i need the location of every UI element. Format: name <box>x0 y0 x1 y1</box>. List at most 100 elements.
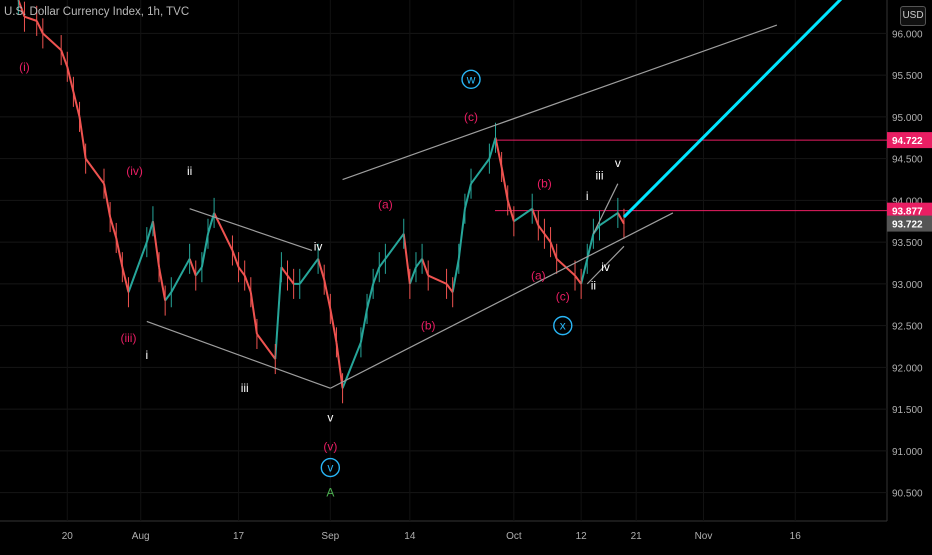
diagonal-lower-left <box>146 320 331 389</box>
price-segment <box>408 266 417 285</box>
diagonal-upper-left <box>189 208 313 252</box>
price-segment <box>463 183 472 209</box>
y-tick-label: 93.500 <box>892 238 923 249</box>
wave-label: (a) <box>531 269 546 283</box>
chart-title: U.S. Dollar Currency Index, 1h, TVC <box>4 6 190 18</box>
y-tick-label: 92.500 <box>892 322 923 333</box>
wave-label: i <box>586 189 589 203</box>
projection-line <box>622 0 843 219</box>
price-segment <box>616 212 625 225</box>
price-segment <box>109 216 118 239</box>
wave-label: x <box>560 319 566 333</box>
price-segment <box>317 258 326 280</box>
y-tick-label: 95.500 <box>892 71 923 82</box>
wave-label-circle <box>553 315 573 336</box>
y-tick-label: 94.000 <box>892 196 923 207</box>
price-segment <box>298 258 319 285</box>
wave-label-circle <box>461 69 481 90</box>
wave-label: (b) <box>537 177 552 191</box>
price-segment <box>451 258 460 293</box>
price-segment <box>78 116 87 159</box>
channel-upper <box>342 24 778 181</box>
price-segment <box>494 137 503 168</box>
price-segment <box>72 91 81 118</box>
price-segment <box>580 258 589 285</box>
price-segment <box>231 250 240 268</box>
price-segment <box>402 233 411 284</box>
price-segment <box>213 212 234 251</box>
price-segment <box>84 158 105 185</box>
wave-label: (iv) <box>126 164 143 178</box>
wave-label: iii <box>241 381 249 395</box>
price-segment <box>121 266 130 293</box>
wave-label: iii <box>595 168 603 182</box>
price-segment <box>323 279 332 310</box>
x-tick-label: Aug <box>132 531 150 542</box>
wave-label: (v) <box>323 440 337 454</box>
price-segment <box>151 221 161 268</box>
price-segment <box>164 291 173 302</box>
price-segment <box>549 241 558 260</box>
x-tick-label: 21 <box>631 531 643 542</box>
price-segment <box>60 49 69 68</box>
price-segment <box>359 308 369 343</box>
price-segment <box>188 258 197 276</box>
price-segment <box>200 233 209 268</box>
price-tag-box <box>887 202 932 219</box>
price-segment <box>35 20 44 34</box>
x-tick-label: 17 <box>233 531 245 542</box>
price-segment <box>531 208 540 226</box>
price-segment <box>256 333 277 360</box>
currency-button[interactable]: USD <box>900 6 926 26</box>
y-tick-label: 95.000 <box>892 113 923 124</box>
x-tick-label: 20 <box>62 531 74 542</box>
price-segment <box>586 233 595 260</box>
y-tick-label: 92.000 <box>892 363 923 374</box>
price-segment <box>335 342 344 389</box>
price-segment <box>103 183 112 218</box>
x-tick-label: Sep <box>321 531 339 542</box>
x-tick-label: Nov <box>695 531 713 542</box>
channel-lower <box>330 212 674 389</box>
price-segment <box>415 258 423 268</box>
wave-label: (iii) <box>120 331 136 345</box>
small-wedge-lower <box>586 245 625 285</box>
price-segment <box>470 158 491 185</box>
wave-label: A <box>326 486 334 500</box>
wave-label: v <box>327 410 333 424</box>
price-segment <box>329 308 338 343</box>
y-tick-label: 90.500 <box>892 489 923 500</box>
wave-label: w <box>466 72 476 86</box>
price-segment <box>500 166 509 201</box>
wave-label: (c) <box>464 110 478 124</box>
wave-label: i <box>145 348 148 362</box>
price-segment <box>445 283 454 293</box>
price-tag-label: 94.722 <box>892 136 923 147</box>
price-segment <box>286 274 295 285</box>
price-segment <box>513 207 533 223</box>
wave-label: (i) <box>19 60 30 74</box>
x-tick-label: 14 <box>404 531 416 542</box>
price-segment <box>145 220 154 243</box>
x-tick-label: Oct <box>506 531 522 542</box>
wave-label: ii <box>187 164 192 178</box>
wave-label: iv <box>314 239 323 253</box>
price-segment <box>66 66 75 93</box>
small-wedge-upper <box>592 183 619 235</box>
price-segment <box>158 266 167 301</box>
wave-label: (b) <box>421 319 436 333</box>
price-segment <box>17 0 26 18</box>
wave-label: iv <box>601 260 610 274</box>
wave-label: ii <box>591 279 596 293</box>
wave-label: (a) <box>378 198 393 212</box>
y-tick-label: 91.000 <box>892 447 923 458</box>
wave-label: v <box>615 156 621 170</box>
price-segment <box>170 258 191 293</box>
price-segment <box>115 237 124 268</box>
price-tag-box <box>887 215 932 232</box>
price-tag-label: 93.722 <box>892 220 923 231</box>
price-segment <box>598 212 619 227</box>
y-tick-label: 96.000 <box>892 29 923 40</box>
